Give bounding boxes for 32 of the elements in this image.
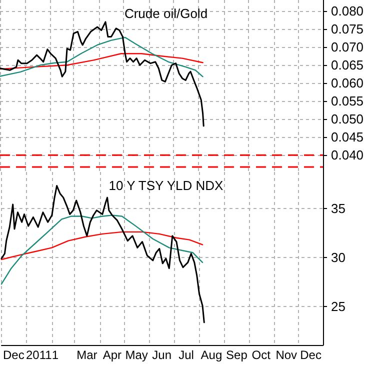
x-tick-label: Nov — [276, 348, 298, 362]
y-tick-label: 0.060 — [331, 76, 364, 91]
x-tick-label: Oct — [252, 348, 272, 362]
x-tick-label: 1 — [52, 348, 59, 362]
y-tick-label: 0.080 — [331, 4, 364, 19]
line-series — [0, 214, 204, 285]
y-tick-label: 0.040 — [331, 148, 364, 163]
y-tick-label: 35 — [331, 200, 346, 216]
y-tick-label: 0.070 — [331, 40, 364, 55]
x-tick-label: Jul — [178, 348, 194, 362]
x-tick-label: Jun — [152, 348, 172, 362]
y-tick-label: 25 — [331, 299, 346, 314]
x-tick-label: Apr — [102, 348, 122, 362]
y-tick-label: 0.045 — [331, 130, 364, 145]
line-series — [0, 53, 204, 70]
x-tick-label: 2011 — [26, 348, 52, 362]
x-tick-label: May — [125, 348, 148, 362]
x-tick-label: Aug — [200, 348, 222, 362]
y-tick-label: 0.050 — [331, 112, 364, 127]
text: Crude oil/Gold — [124, 6, 208, 21]
y-tick-label: 0.065 — [331, 58, 364, 73]
line-series — [0, 231, 204, 260]
text: 10 Y TSY YLD NDX — [108, 178, 224, 193]
line-series — [0, 36, 204, 78]
x-tick-label: Mar — [76, 348, 98, 362]
y-tick-label: 30 — [331, 250, 346, 266]
x-tick-label: Sep — [226, 348, 248, 362]
x-tick-label: Dec — [3, 348, 24, 362]
line-series — [0, 21, 204, 127]
y-tick-label: 0.075 — [331, 22, 364, 37]
x-tick-label: Dec — [300, 348, 322, 362]
y-tick-label: 0.055 — [331, 94, 364, 109]
